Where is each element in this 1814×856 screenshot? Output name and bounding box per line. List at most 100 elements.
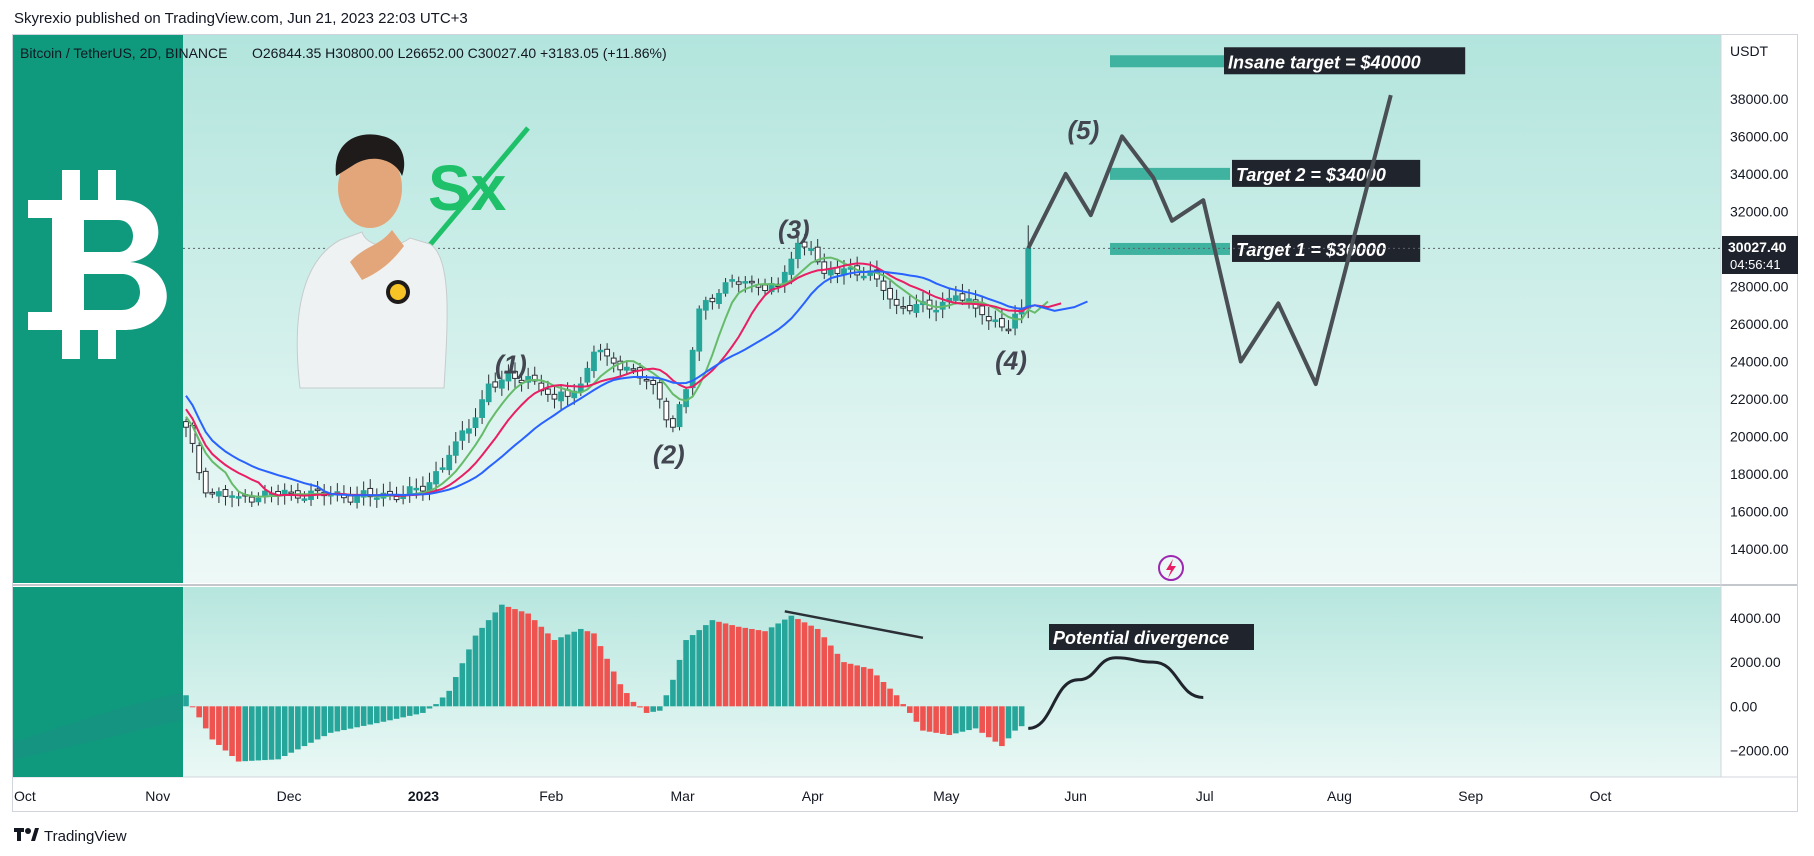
candle-down	[209, 491, 216, 495]
histogram-bar	[209, 706, 216, 740]
histogram-bar	[1018, 706, 1025, 727]
candle-up	[413, 487, 420, 491]
candle-up	[860, 275, 867, 279]
candle-up	[439, 467, 446, 470]
divergence-label-bg	[1049, 624, 1254, 650]
candlesticks	[183, 225, 1032, 509]
histogram-bar	[985, 706, 992, 738]
candle-up	[577, 383, 584, 393]
candle-down	[893, 298, 900, 306]
histogram-bar	[558, 637, 564, 707]
histogram-bar	[742, 627, 749, 707]
candle-up	[788, 258, 795, 275]
svg-text:Sx: Sx	[428, 152, 507, 224]
ohlc-values: O26844.35 H30800.00 L26652.00 C30027.40 …	[252, 45, 667, 61]
person-illustration	[296, 134, 448, 389]
candle-up	[808, 248, 815, 251]
last-price-value: 30027.40	[1728, 239, 1787, 255]
histogram-bar	[801, 622, 808, 707]
candle-down	[347, 495, 354, 503]
price-tick-label: 34000.00	[1730, 166, 1789, 182]
histogram-bar	[281, 706, 288, 757]
candle-up	[1025, 247, 1032, 309]
histogram-bar	[617, 684, 624, 707]
candle-up	[466, 428, 472, 434]
candle-up	[716, 292, 722, 304]
candle-up	[696, 308, 703, 352]
target-bar	[1110, 55, 1230, 68]
histogram-bar	[288, 706, 295, 753]
histogram-bar	[367, 706, 374, 725]
histogram-bar	[683, 640, 689, 707]
histogram-bar	[1005, 706, 1012, 739]
osc-axis: −2000.00 0.00 2000.00 4000.00	[1730, 610, 1789, 759]
histogram-bar	[229, 706, 235, 757]
candle-down	[288, 491, 295, 495]
target-bar	[1110, 242, 1230, 255]
histogram-bar	[222, 706, 229, 751]
publisher-line: Skyrexio published on TradingView.com, J…	[14, 10, 468, 27]
candle-up	[216, 491, 222, 497]
wave-label: (1)	[495, 349, 527, 379]
candle-down	[656, 382, 663, 400]
histogram-bar	[999, 706, 1005, 747]
candle-down	[999, 318, 1005, 328]
candle-up	[360, 490, 367, 498]
wave-label: (2)	[653, 440, 685, 470]
histogram-bar	[670, 679, 676, 707]
price-tick-label: 16000.00	[1730, 504, 1789, 520]
histogram-bar	[860, 667, 867, 707]
candle-up	[676, 404, 683, 428]
candle-down	[748, 280, 755, 284]
time-tick-label: Jul	[1196, 788, 1214, 804]
candle-down	[367, 487, 374, 498]
candle-down	[880, 280, 887, 291]
histogram-bar	[729, 625, 735, 707]
symbol-name[interactable]: Bitcoin / TetherUS, 2D, BINANCE	[20, 45, 227, 61]
candle-down	[419, 485, 426, 492]
histogram-bar	[327, 706, 334, 733]
price-tick-label: 38000.00	[1730, 91, 1789, 107]
time-tick-label: Apr	[802, 788, 824, 804]
histogram-bar	[933, 706, 939, 733]
histogram-bar	[571, 631, 578, 707]
price-tick-label: 14000.00	[1730, 541, 1789, 557]
candle-down	[670, 418, 676, 428]
osc-projection-curve	[1028, 656, 1204, 730]
histogram-bar	[446, 690, 452, 707]
histogram-bar	[966, 706, 972, 731]
osc-tick-label: 4000.00	[1730, 610, 1781, 626]
histogram-bar	[795, 619, 801, 707]
candle-down	[196, 445, 203, 474]
candle-up	[235, 496, 242, 499]
target-label-bg	[1232, 159, 1421, 187]
candle-down	[610, 357, 617, 364]
lightning-icon[interactable]	[1158, 555, 1184, 581]
tradingview-logo-icon	[14, 828, 39, 841]
candle-up	[373, 497, 380, 500]
price-tick-label: 22000.00	[1730, 391, 1789, 407]
candle-up	[301, 498, 308, 501]
histogram-bar	[262, 706, 268, 761]
candle-down	[887, 287, 893, 300]
candle-down	[762, 284, 768, 292]
candle-up	[795, 242, 801, 260]
histogram-bar	[518, 611, 525, 707]
histogram-bar	[531, 620, 538, 707]
time-tick-label: May	[933, 788, 959, 804]
candle-up	[966, 298, 972, 302]
candle-up	[729, 279, 736, 282]
histogram-bar	[1012, 706, 1018, 731]
histogram-bar	[637, 706, 643, 708]
histogram-bar	[841, 662, 847, 707]
candle-up	[479, 399, 486, 418]
histogram-bar	[584, 631, 591, 707]
histogram-bar	[735, 626, 742, 707]
histogram-bar	[946, 706, 953, 736]
candle-down	[248, 496, 255, 503]
histogram-bar	[828, 645, 834, 707]
histogram-bar	[650, 706, 656, 712]
time-tick-label: Dec	[277, 788, 302, 804]
candle-up	[742, 281, 749, 284]
